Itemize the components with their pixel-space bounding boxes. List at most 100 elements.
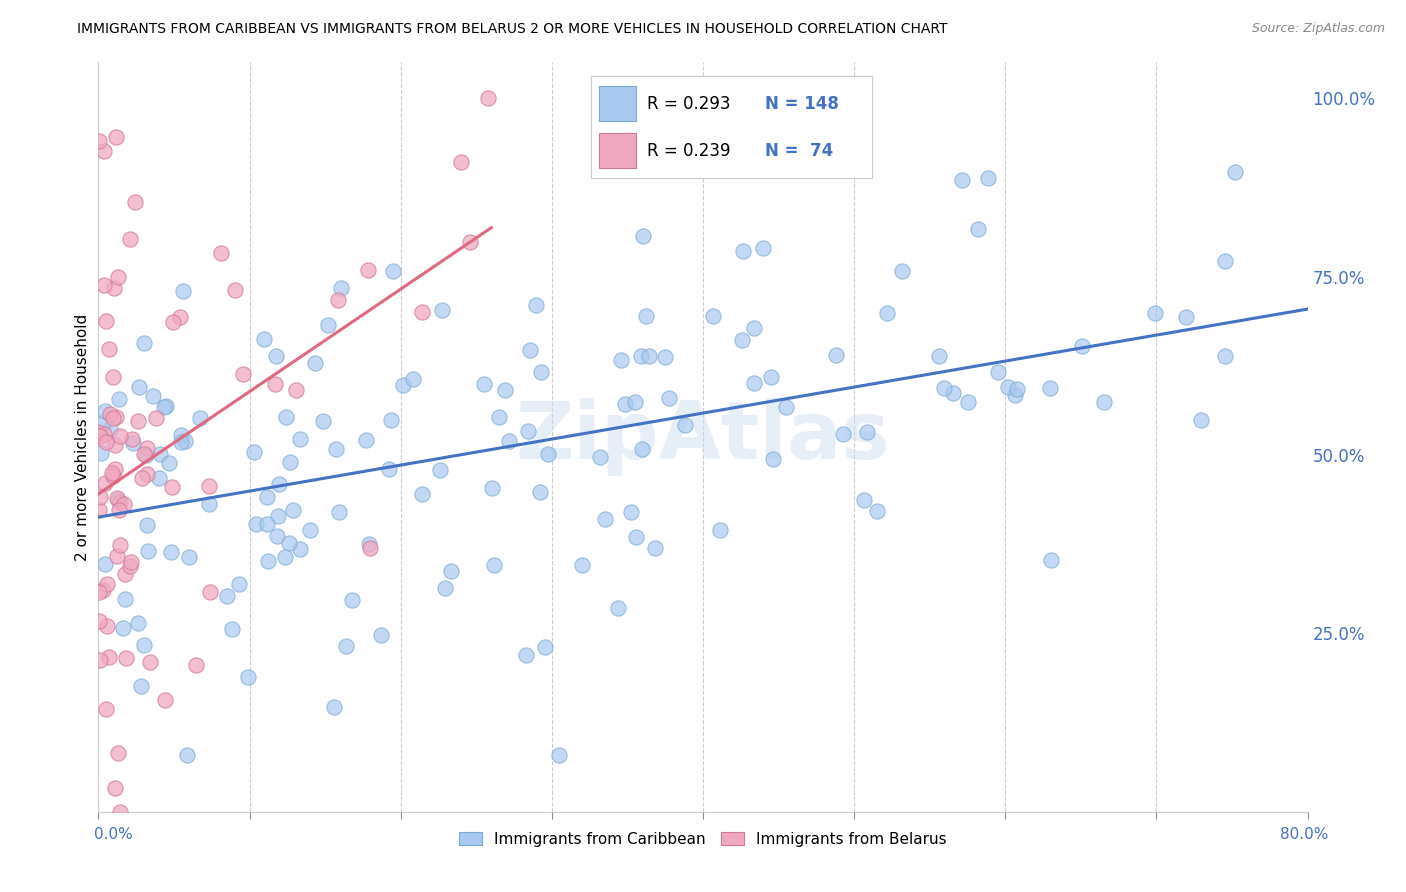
Point (571, 558, 593, 572)
Point (169, 310, 191, 325)
Point (281, 503, 304, 517)
Point (316, 318, 339, 332)
Point (108, 495, 131, 509)
Point (966, 222, 988, 236)
Point (173, 434, 195, 448)
Point (108, 502, 131, 516)
Point (108, 392, 131, 406)
Point (529, 485, 551, 500)
Point (620, 506, 643, 520)
Point (299, 523, 322, 537)
Point (356, 433, 378, 447)
Point (536, 447, 558, 461)
Point (450, 155, 472, 169)
Point (997, 379, 1019, 393)
Point (825, 347, 848, 361)
Point (135, 449, 157, 463)
Text: 80.0%: 80.0% (1281, 827, 1329, 841)
Point (411, 304, 433, 318)
Point (482, 558, 505, 573)
Point (160, 479, 183, 493)
Point (274, 550, 297, 565)
Point (105, 491, 128, 505)
Point (145, 411, 167, 425)
Point (498, 434, 520, 448)
Point (613, 396, 636, 410)
Point (269, 476, 291, 491)
Point (107, 493, 129, 508)
Point (1225, 165, 1247, 179)
Point (243, 445, 266, 459)
Point (709, 523, 731, 537)
Point (136, 467, 159, 482)
Point (891, 264, 914, 278)
Point (382, 264, 405, 278)
Point (104, 461, 127, 475)
Point (114, 567, 136, 582)
Point (98, 342, 121, 356)
Point (440, 564, 463, 578)
Point (98, 408, 121, 422)
Point (1040, 552, 1063, 566)
Point (129, 679, 152, 693)
Point (380, 412, 402, 426)
Point (90, 446, 112, 460)
Point (1213, 349, 1236, 363)
Point (731, 244, 754, 259)
Point (853, 492, 876, 507)
Point (264, 377, 287, 392)
Point (742, 321, 765, 335)
Point (1039, 381, 1062, 395)
Point (402, 372, 425, 386)
Point (221, 622, 243, 636)
Point (128, 379, 150, 393)
Point (775, 400, 797, 414)
Point (124, 195, 146, 210)
Point (149, 447, 172, 461)
Point (832, 426, 855, 441)
Point (93, 583, 115, 598)
Point (132, 638, 155, 652)
Point (630, 442, 652, 456)
Point (630, 349, 652, 363)
Point (232, 368, 254, 382)
Point (96, 619, 118, 633)
Point (976, 170, 998, 185)
Point (654, 350, 676, 364)
Point (184, 658, 207, 673)
Point (430, 303, 453, 318)
Point (120, 556, 142, 570)
Point (335, 639, 357, 653)
Point (107, 746, 129, 760)
Point (111, 621, 134, 635)
Point (434, 581, 457, 595)
Point (328, 505, 350, 519)
Point (256, 517, 278, 532)
Point (876, 306, 898, 320)
Point (122, 436, 145, 450)
Point (94, 475, 117, 490)
Point (170, 427, 193, 442)
Point (96, 314, 118, 328)
Point (956, 395, 979, 409)
Point (87, 425, 110, 439)
Point (93, 144, 115, 158)
Point (631, 229, 654, 244)
Point (325, 442, 347, 457)
Point (121, 432, 143, 446)
Text: 0.0%: 0.0% (94, 827, 134, 841)
Point (624, 530, 647, 544)
Text: R = 0.239: R = 0.239 (647, 142, 730, 160)
Point (673, 418, 696, 433)
Point (610, 352, 633, 367)
Point (89, 490, 111, 504)
Point (519, 343, 541, 357)
Text: Source: ZipAtlas.com: Source: ZipAtlas.com (1251, 22, 1385, 36)
Point (104, 781, 127, 796)
Point (593, 512, 616, 526)
Point (762, 451, 785, 466)
Point (866, 503, 889, 517)
Point (950, 173, 973, 187)
Point (132, 447, 155, 461)
Point (127, 615, 149, 630)
